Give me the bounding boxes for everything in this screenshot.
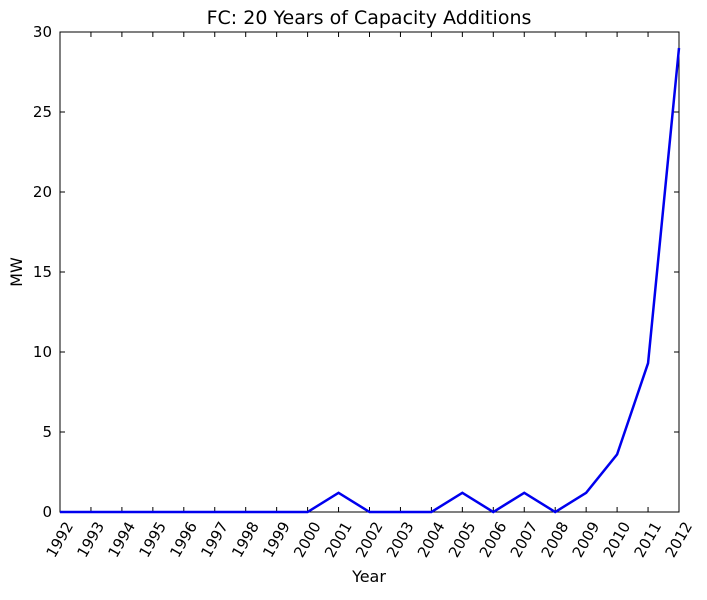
x-tick-label: 2008 (538, 519, 573, 561)
x-tick-label: 2005 (445, 519, 480, 561)
x-tick-label: 2004 (414, 519, 449, 561)
x-tick-label: 1997 (197, 519, 232, 561)
x-tick-label: 2011 (631, 519, 666, 561)
x-tick-label: 1994 (104, 519, 139, 561)
x-tick-label: 1998 (228, 519, 263, 561)
x-tick-label: 2009 (569, 519, 604, 561)
x-tick-label: 2001 (321, 519, 356, 561)
plot-area-frame (59, 31, 680, 513)
x-tick-label: 2007 (507, 519, 542, 561)
x-tick-label: 1995 (135, 519, 170, 561)
x-tick-label: 2006 (476, 519, 511, 561)
x-axis-label: Year (351, 567, 386, 586)
x-tick-label: 1992 (42, 519, 77, 561)
series-layer (60, 47, 681, 514)
x-tick-label: 1996 (166, 519, 201, 561)
x-tick-label: 2000 (290, 519, 325, 561)
x-tick-label: 2003 (383, 519, 418, 561)
y-tick-label: 10 (33, 343, 52, 361)
x-axis: 1992199319941995199619971998199920002001… (42, 32, 696, 561)
x-tick-label: 1993 (73, 519, 108, 561)
y-axis-label: MW (7, 257, 26, 287)
y-tick-label: 0 (42, 503, 52, 521)
y-tick-label: 30 (33, 23, 52, 41)
series-line-0 (60, 47, 681, 514)
x-tick-label: 2002 (352, 519, 387, 561)
y-tick-label: 20 (33, 183, 52, 201)
y-tick-label: 15 (33, 263, 52, 281)
y-tick-label: 5 (42, 423, 52, 441)
x-tick-label: 2012 (661, 519, 696, 561)
y-axis: 0 5 10 15 20 25 30 (33, 23, 679, 521)
y-tick-label: 25 (33, 103, 52, 121)
x-tick-label: 1999 (259, 519, 294, 561)
x-tick-label: 2010 (600, 519, 635, 561)
chart-title: FC: 20 Years of Capacity Additions (207, 7, 532, 29)
